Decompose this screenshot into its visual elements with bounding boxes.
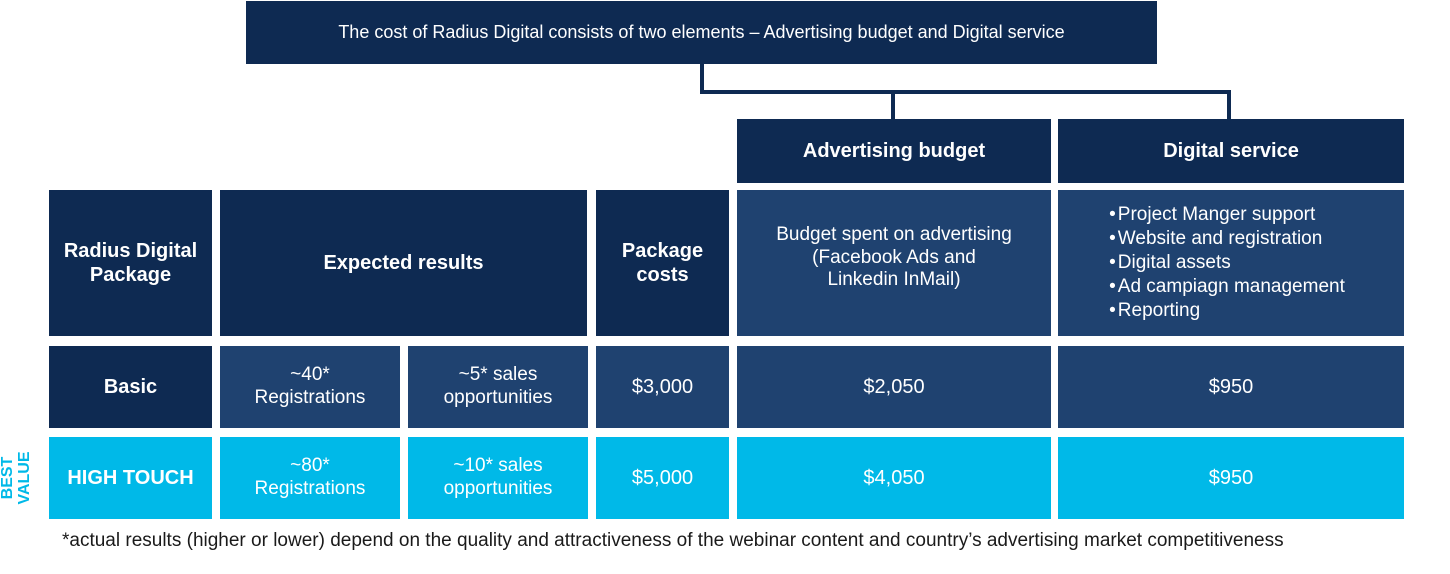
package-header-text: Radius Digital Package — [63, 240, 198, 286]
row-high-touch-name-text: HIGH TOUCH — [67, 467, 194, 489]
row-high-touch-opportunities: ~10* sales opportunities — [408, 437, 588, 519]
top-banner: The cost of Radius Digital consists of t… — [246, 1, 1157, 64]
digital-item: Digital assets — [1109, 251, 1345, 275]
advertising-description: Budget spent on advertising (Facebook Ad… — [737, 190, 1051, 336]
connector-stem — [700, 64, 704, 94]
row-basic-digital-text: $950 — [1208, 376, 1254, 398]
advertising-description-text: Budget spent on advertising (Facebook Ad… — [776, 223, 1012, 291]
advertising-budget-title: Advertising budget — [802, 140, 986, 162]
package-costs-header-text: Package costs — [621, 240, 704, 286]
digital-item: Website and registration — [1109, 227, 1345, 251]
package-header: Radius Digital Package — [49, 190, 212, 336]
row-basic-package-cost: $3,000 — [596, 346, 729, 428]
row-basic-name-text: Basic — [103, 376, 158, 398]
digital-item-text: Digital assets — [1117, 252, 1231, 273]
row-basic-advertising-text: $2,050 — [863, 376, 925, 398]
digital-item-text: Project Manger support — [1117, 204, 1316, 225]
row-high-touch-advertising-text: $4,050 — [863, 467, 925, 489]
digital-item: Project Manger support — [1109, 203, 1345, 227]
row-high-touch-digital-text: $950 — [1208, 467, 1254, 489]
row-high-touch-registrations-text: ~80* Registrations — [254, 455, 366, 499]
expected-results-header: Expected results — [220, 190, 587, 336]
row-high-touch-digital: $950 — [1058, 437, 1404, 519]
package-costs-header: Package costs — [596, 190, 729, 336]
row-basic-digital: $950 — [1058, 346, 1404, 428]
digital-item: Ad campiagn management — [1109, 275, 1345, 299]
row-basic-registrations: ~40* Registrations — [220, 346, 400, 428]
row-high-touch-package-cost-text: $5,000 — [631, 467, 694, 489]
digital-item-text: Ad campiagn management — [1117, 276, 1345, 297]
row-high-touch-opportunities-text: ~10* sales opportunities — [443, 455, 553, 499]
digital-item: Reporting — [1109, 299, 1345, 323]
row-high-touch-package-cost: $5,000 — [596, 437, 729, 519]
digital-service-bullets: Project Manger support Website and regis… — [1109, 203, 1345, 323]
row-basic-package-cost-text: $3,000 — [631, 376, 694, 398]
best-value-text: BEST VALUE — [0, 451, 33, 505]
connector-bar — [700, 90, 1231, 94]
advertising-budget-header: Advertising budget — [737, 119, 1051, 183]
row-basic-advertising: $2,050 — [737, 346, 1051, 428]
row-high-touch-advertising: $4,050 — [737, 437, 1051, 519]
row-basic-registrations-text: ~40* Registrations — [254, 364, 366, 408]
expected-results-header-text: Expected results — [323, 252, 484, 274]
digital-item-text: Reporting — [1117, 300, 1201, 321]
connector-right-drop — [1227, 90, 1231, 120]
row-high-touch-name: HIGH TOUCH — [49, 437, 212, 519]
digital-service-list: Project Manger support Website and regis… — [1058, 190, 1404, 336]
digital-service-title: Digital service — [1163, 140, 1299, 162]
row-basic-opportunities: ~5* sales opportunities — [408, 346, 588, 428]
digital-item-text: Website and registration — [1117, 228, 1323, 249]
footnote: *actual results (higher or lower) depend… — [62, 530, 1284, 551]
row-basic-name: Basic — [49, 346, 212, 428]
row-basic-opportunities-text: ~5* sales opportunities — [443, 364, 553, 408]
row-high-touch-registrations: ~80* Registrations — [220, 437, 400, 519]
connector-left-drop — [891, 90, 895, 120]
digital-service-header: Digital service — [1058, 119, 1404, 183]
top-banner-text: The cost of Radius Digital consists of t… — [338, 21, 1065, 42]
